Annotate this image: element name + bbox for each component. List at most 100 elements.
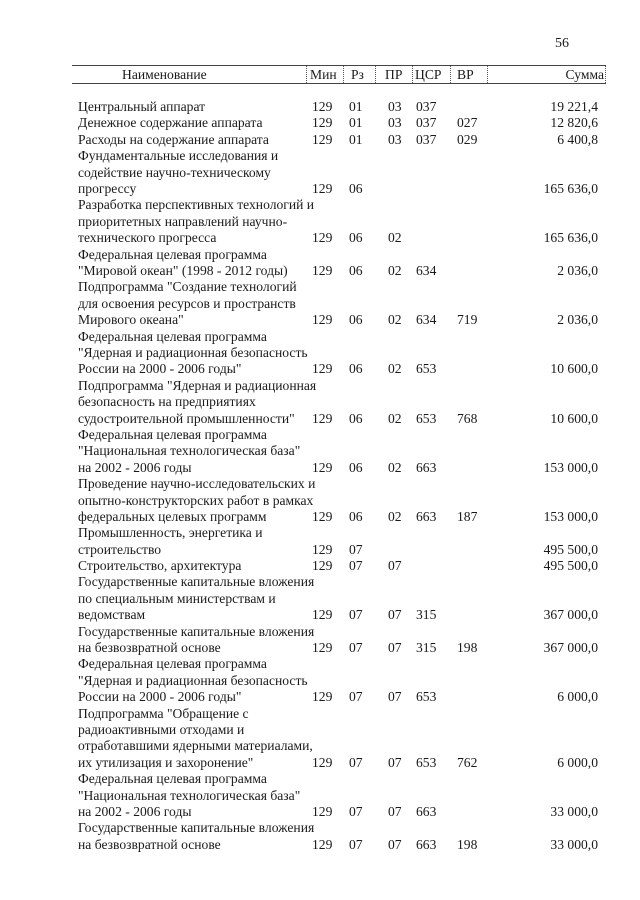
table-row: Строительство, архитектура 129 07 07 495 500… — [0, 558, 640, 574]
row-name-line: России на 2000 - 2006 годы" — [78, 689, 242, 705]
cell-rz: 07 — [349, 558, 363, 574]
cell-vr: 198 — [457, 640, 478, 656]
cell-min: 129 — [312, 836, 333, 852]
row-name: Подпрограмма "Обращение с радиоактивными … — [78, 706, 313, 772]
row-name-line: Федеральная целевая программа — [78, 328, 267, 344]
table-row: Промышленность, энергетика и строительств… — [0, 525, 640, 558]
table-row: Расходы на содержание аппарата 129 01 03 037… — [0, 132, 640, 148]
cell-sum: 367 000,0 — [543, 640, 598, 656]
cell-csr: 653 — [416, 361, 437, 377]
cell-min: 129 — [312, 361, 333, 377]
cell-min: 129 — [312, 312, 333, 328]
cell-sum: 10 600,0 — [550, 361, 598, 377]
cell-min: 129 — [312, 804, 333, 820]
cell-min: 129 — [312, 607, 333, 623]
cell-rz: 07 — [349, 640, 363, 656]
table-row: Федеральная целевая программа "Ядерная и … — [0, 329, 640, 378]
cell-vr: 029 — [457, 131, 478, 147]
cell-rz: 06 — [349, 459, 363, 475]
row-name: Денежное содержание аппарата — [78, 115, 308, 131]
row-name-line: федеральных целевых программ — [78, 508, 267, 524]
row-name-line: Центральный аппарат — [78, 99, 206, 114]
cell-rz: 06 — [349, 230, 363, 246]
row-name: Федеральная целевая программа "Ядерная и … — [78, 329, 308, 378]
table-row: Государственные капитальные вложения на б… — [0, 820, 640, 853]
row-name-line: Федеральная целевая программа — [78, 426, 267, 442]
row-name-line: Разработка перспективных технологий и — [78, 197, 315, 213]
cell-sum: 19 221,4 — [550, 99, 598, 114]
row-name-line: "Национальная технологическая база" — [78, 443, 301, 459]
cell-pr: 07 — [388, 607, 402, 623]
cell-min: 129 — [312, 689, 333, 705]
cell-rz: 01 — [349, 131, 363, 147]
header-vr: ВР — [457, 67, 474, 82]
cell-sum: 33 000,0 — [550, 804, 598, 820]
row-name-line: на безвозвратной основе — [78, 640, 221, 656]
cell-sum: 6 400,8 — [557, 131, 598, 147]
row-name: Разработка перспективных технологий и при… — [78, 197, 315, 246]
cell-min: 129 — [312, 180, 333, 196]
cell-vr: 719 — [457, 312, 478, 328]
cell-pr: 07 — [388, 689, 402, 705]
row-name-line: на 2002 - 2006 годы — [78, 804, 192, 820]
cell-rz: 06 — [349, 180, 363, 196]
cell-rz: 07 — [349, 836, 363, 852]
cell-min: 129 — [312, 459, 333, 475]
cell-csr: 037 — [416, 115, 437, 131]
row-name-line: Промышленность, энергетика и — [78, 525, 263, 541]
row-name-line: по специальным министерствам и — [78, 590, 276, 606]
cell-pr: 02 — [388, 262, 402, 278]
row-name-line: безопасность на предприятиях — [78, 394, 256, 410]
row-name-line: технического прогресса — [78, 230, 217, 246]
row-name-line: Федеральная целевая программа — [78, 771, 267, 787]
cell-sum: 153 000,0 — [543, 508, 598, 524]
cell-csr: 037 — [416, 131, 437, 147]
cell-min: 129 — [312, 410, 333, 426]
header-rz: Рз — [351, 67, 364, 82]
cell-csr: 653 — [416, 689, 437, 705]
table-row: Государственные капитальные вложения по с… — [0, 574, 640, 623]
cell-sum: 495 500,0 — [543, 541, 598, 557]
cell-rz: 07 — [349, 754, 363, 770]
cell-rz: 07 — [349, 607, 363, 623]
cell-pr: 02 — [388, 410, 402, 426]
cell-sum: 153 000,0 — [543, 459, 598, 475]
row-name-line: Подпрограмма "Создание технологий — [78, 279, 297, 295]
row-name: Подпрограмма "Ядерная и радиационная безо… — [78, 378, 316, 427]
table-row: Центральный аппарат 129 01 03 037 19 221,4 — [0, 99, 640, 115]
table-row: Разработка перспективных технологий и при… — [0, 197, 640, 246]
row-name: Федеральная целевая программа "Мировой ок… — [78, 247, 308, 280]
cell-rz: 07 — [349, 804, 363, 820]
row-name-line: на безвозвратной основе — [78, 836, 221, 852]
cell-pr: 02 — [388, 361, 402, 377]
cell-pr: 02 — [388, 459, 402, 475]
cell-min: 129 — [312, 541, 333, 557]
header-pr: ПР — [385, 67, 403, 82]
header-sum: Сумма — [565, 67, 605, 82]
row-name: Государственные капитальные вложения по с… — [78, 574, 314, 623]
row-name-line: "Ядерная и радиационная безопасность — [78, 672, 308, 688]
cell-sum: 2 036,0 — [557, 262, 598, 278]
row-name-line: Мирового океана" — [78, 312, 184, 328]
cell-sum: 165 636,0 — [543, 180, 598, 196]
cell-min: 129 — [312, 508, 333, 524]
cell-csr: 663 — [416, 459, 437, 475]
cell-pr: 02 — [388, 508, 402, 524]
row-name-line: опытно-конструкторских работ в рамках — [78, 492, 314, 508]
cell-min: 129 — [312, 131, 333, 147]
header-min: Мин — [310, 67, 337, 82]
row-name-line: содействие научно-техническому — [78, 164, 271, 180]
table-row: Федеральная целевая программа "Ядерная и … — [0, 656, 640, 705]
cell-pr: 07 — [388, 558, 402, 574]
cell-sum: 495 500,0 — [543, 558, 598, 574]
cell-sum: 6 000,0 — [557, 754, 598, 770]
cell-rz: 01 — [349, 99, 363, 114]
row-name-line: строительство — [78, 541, 162, 557]
cell-min: 129 — [312, 115, 333, 131]
row-name: Проведение научно-исследовательских и опы… — [78, 476, 315, 525]
row-name-line: судостроительной промышленности" — [78, 410, 295, 426]
cell-rz: 06 — [349, 361, 363, 377]
row-name-line: их утилизация и захоронение" — [78, 754, 254, 770]
cell-csr: 037 — [416, 99, 437, 114]
cell-vr: 762 — [457, 754, 478, 770]
